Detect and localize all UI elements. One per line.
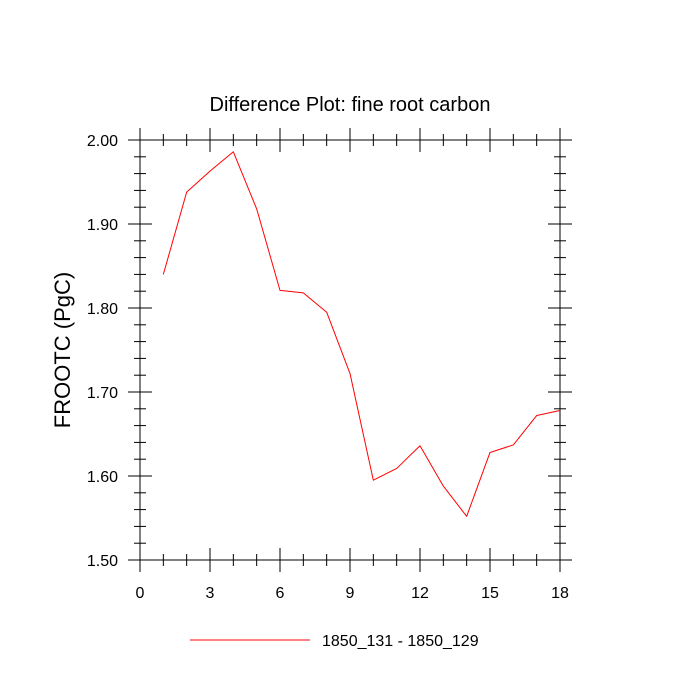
legend: 1850_131 - 1850_129 (190, 633, 479, 650)
x-tick-label: 6 (276, 585, 285, 602)
y-tick-label: 1.60 (87, 469, 118, 486)
axis-tick-labels: 0 3 6 9 12 15 18 1.50 1.60 1.70 1.80 1.90 2.00 (87, 133, 569, 602)
y-tick-label: 1.90 (87, 217, 118, 234)
legend-label: 1850_131 - 1850_129 (322, 633, 479, 650)
x-tick-label: 15 (481, 585, 499, 602)
x-tick-label: 18 (551, 585, 569, 602)
x-tick-label: 0 (136, 585, 145, 602)
y-tick-label: 1.50 (87, 553, 118, 570)
axis-ticks (128, 128, 572, 572)
y-tick-label: 2.00 (87, 133, 118, 150)
series-group (162, 151, 561, 517)
y-tick-label: 1.80 (87, 301, 118, 318)
y-axis-label: FROOTC (PgC) (50, 272, 75, 428)
series-line (162, 151, 561, 517)
x-tick-label: 9 (346, 585, 355, 602)
plot-frame (139, 139, 561, 561)
chart-title: Difference Plot: fine root carbon (210, 94, 491, 116)
x-tick-label: 12 (411, 585, 429, 602)
x-tick-label: 3 (206, 585, 215, 602)
y-tick-label: 1.70 (87, 385, 118, 402)
